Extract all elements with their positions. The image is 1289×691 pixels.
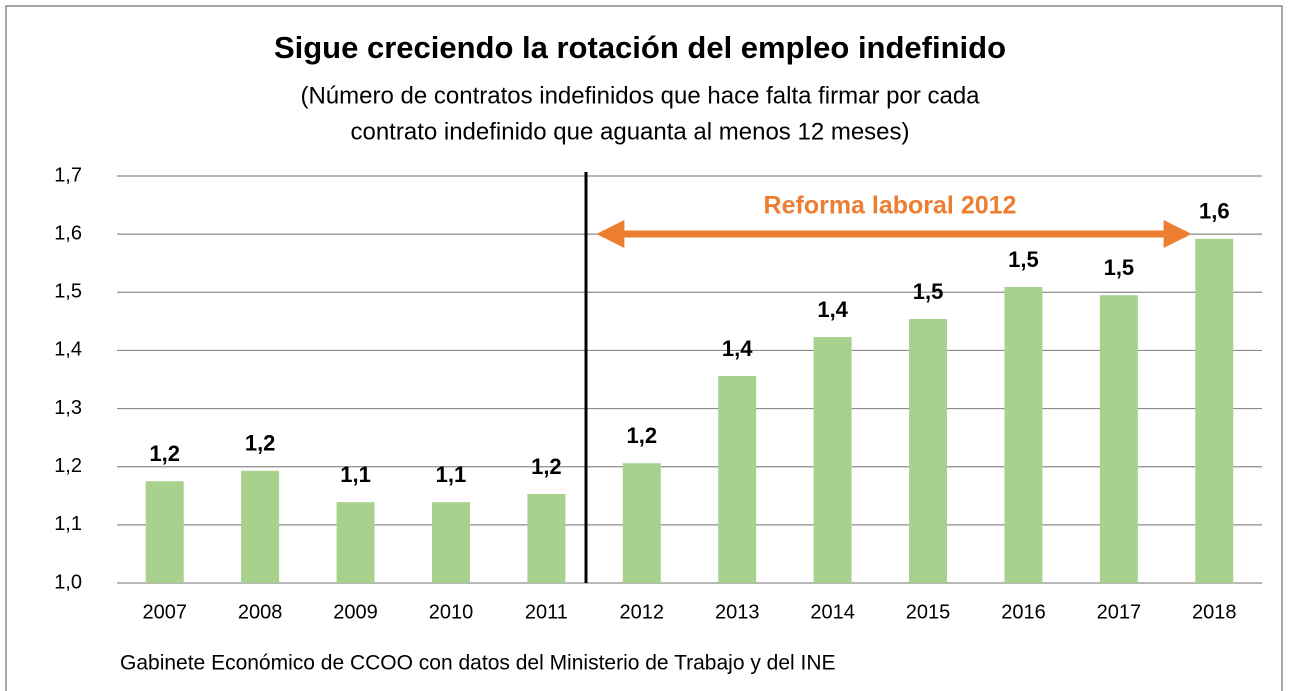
y-tick-label: 1,7 xyxy=(54,164,82,186)
source: Gabinete Económico de CCOO con datos del… xyxy=(120,652,836,675)
bar xyxy=(1195,238,1234,583)
x-tick-label: 2014 xyxy=(810,601,855,623)
bar xyxy=(1099,295,1138,583)
y-tick-label: 1,6 xyxy=(54,222,82,244)
subtitle: contrato indefinido que aguanta al menos… xyxy=(350,118,909,145)
value-label: 1,5 xyxy=(913,279,944,304)
bar xyxy=(909,319,948,583)
x-tick-label: 2017 xyxy=(1097,601,1142,623)
bar xyxy=(1004,287,1043,583)
value-label: 1,2 xyxy=(531,454,562,479)
bar xyxy=(813,337,852,583)
x-tick-label: 2012 xyxy=(620,601,665,623)
value-label: 1,1 xyxy=(340,462,371,487)
bar xyxy=(241,470,280,583)
y-tick-label: 1,0 xyxy=(54,571,82,593)
subtitle: (Número de contratos indefinidos que hac… xyxy=(300,82,980,109)
bar xyxy=(336,502,375,583)
plot: 1,0 1,1 1,2 1,3 1,4 1,5 1,6 1,7 2007 1,2 2008 1,2 20… xyxy=(54,164,1262,623)
bar xyxy=(431,502,470,583)
value-label: 1,2 xyxy=(626,423,657,448)
x-tick-label: 2007 xyxy=(142,601,187,623)
bar xyxy=(622,463,661,583)
x-tick-label: 2009 xyxy=(333,601,378,623)
value-label: 1,5 xyxy=(1104,255,1135,280)
x-tick-label: 2018 xyxy=(1192,601,1237,623)
y-tick-label: 1,1 xyxy=(54,513,82,535)
value-label: 1,4 xyxy=(722,336,753,361)
x-tick-label: 2008 xyxy=(238,601,283,623)
x-tick-label: 2016 xyxy=(1001,601,1046,623)
value-label: 1,2 xyxy=(149,441,180,466)
chart-title: Sigue creciendo la rotación del empleo i… xyxy=(274,30,1006,65)
y-tick-label: 1,3 xyxy=(54,397,82,419)
x-tick-label: 2011 xyxy=(525,601,568,623)
bar xyxy=(718,376,757,583)
y-tick-label: 1,5 xyxy=(54,281,82,303)
x-tick-label: 2010 xyxy=(429,601,474,623)
y-tick-label: 1,2 xyxy=(54,455,82,477)
x-tick-label: 2013 xyxy=(715,601,760,623)
bar xyxy=(527,494,566,583)
y-tick-label: 1,4 xyxy=(54,339,82,361)
value-label: 1,1 xyxy=(436,462,467,487)
value-label: 1,5 xyxy=(1008,247,1039,272)
value-label: 1,2 xyxy=(245,431,276,456)
bar xyxy=(145,481,184,583)
value-label: 1,4 xyxy=(817,297,848,322)
annotation: Reforma laboral 2012 xyxy=(764,192,1017,220)
value-label: 1,6 xyxy=(1199,199,1230,224)
x-tick-label: 2015 xyxy=(906,601,951,623)
